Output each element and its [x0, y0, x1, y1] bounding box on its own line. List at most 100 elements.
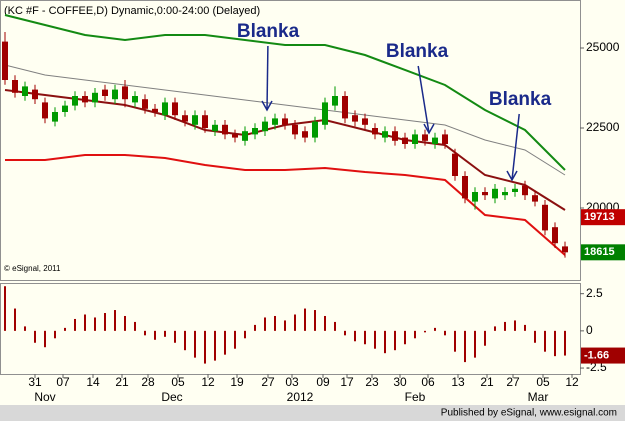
candle-body [332, 96, 338, 106]
candle-body [142, 99, 148, 109]
histogram-bar [514, 320, 516, 331]
candle-body [522, 185, 528, 196]
candle-body [42, 102, 48, 119]
x-tick-label: 03 [285, 375, 299, 389]
y-tick-label: 2.5 [586, 286, 603, 300]
candle-body [532, 195, 538, 202]
x-tick-label: 09 [316, 375, 330, 389]
histogram-bar [274, 315, 276, 331]
x-tick-label: 05 [171, 375, 185, 389]
y-tick-label: 0 [586, 323, 593, 337]
annotation-arrow [417, 65, 430, 134]
x-tick-label: 17 [340, 375, 354, 389]
x-tick-label: 12 [565, 375, 579, 389]
histogram-bar [544, 330, 546, 352]
candle-body [252, 128, 258, 135]
histogram-bar [474, 330, 476, 358]
candle-body [352, 115, 358, 122]
histogram-bar [54, 330, 56, 339]
candle-body [402, 137, 408, 144]
histogram-bar [214, 330, 216, 361]
candle-body [32, 89, 38, 100]
histogram-bar [194, 330, 196, 358]
price-label: 18615 [584, 246, 615, 258]
price-label: 19713 [584, 211, 615, 223]
candle-body [482, 192, 488, 196]
band-line [5, 154, 566, 256]
annotation: Blanka [489, 89, 552, 110]
histogram-bar [304, 308, 306, 331]
candle-body [212, 124, 218, 132]
candle-body [282, 118, 288, 125]
candle-body [272, 118, 278, 125]
histogram-bar [564, 330, 566, 356]
histogram-bar [94, 317, 96, 331]
candle-body [2, 41, 8, 80]
footer-bar [0, 405, 625, 421]
histogram-bar [384, 330, 386, 354]
watermark: © eSignal, 2011 [4, 264, 61, 273]
histogram-bar [84, 314, 86, 331]
month-label: Feb [405, 390, 426, 404]
candle-body [492, 188, 498, 199]
candle-body [182, 115, 188, 122]
candle-body [232, 134, 238, 138]
candle-body [122, 86, 128, 100]
arrow-head [261, 100, 273, 112]
candle-body [542, 204, 548, 231]
histogram-bar [374, 330, 376, 349]
y-tick-label: 22500 [586, 120, 620, 134]
x-tick-label: 30 [393, 375, 407, 389]
histogram-bar [264, 317, 266, 331]
histogram-bar [294, 314, 296, 331]
histogram-bar [454, 330, 456, 352]
histogram-bar [64, 327, 66, 331]
histogram-bar [434, 327, 436, 331]
histogram-bar [124, 315, 126, 331]
candle-body [202, 115, 208, 128]
arrow-head [506, 170, 518, 182]
candle-body [192, 115, 198, 125]
histogram-bar [534, 330, 536, 343]
histogram-bar [4, 286, 6, 331]
candle-body [412, 134, 418, 144]
candle-body [502, 192, 508, 196]
chart-title: (KC #F - COFFEE,D) Dynamic,0:00-24:00 (D… [4, 5, 260, 17]
footer: Published by eSignal, www.esignal.com [441, 408, 617, 419]
histogram-bar [174, 330, 176, 343]
x-tick-label: 23 [365, 375, 379, 389]
x-tick-label: 27 [506, 375, 520, 389]
main-panel [0, 0, 581, 281]
histogram-bar [144, 330, 146, 336]
candle-body [82, 96, 88, 103]
histogram-bar [254, 324, 256, 331]
histogram-bar [34, 330, 36, 343]
x-tick-label: 19 [230, 375, 244, 389]
month-label: Mar [528, 390, 549, 404]
histogram-bar [284, 320, 286, 331]
histogram-bar [364, 330, 366, 345]
histogram-bar [44, 330, 46, 348]
x-tick-label: 21 [115, 375, 129, 389]
candle-body [452, 153, 458, 176]
price-label-box [581, 347, 625, 364]
candle-body [562, 246, 568, 253]
candle-body [342, 96, 348, 119]
candle-body [322, 102, 328, 125]
candle-body [362, 118, 368, 125]
candle-body [442, 134, 448, 144]
histogram-bar [424, 330, 426, 333]
annotation: Blanka [237, 21, 300, 42]
candle-body [372, 128, 378, 135]
histogram-bar [334, 321, 336, 331]
x-tick-label: 14 [86, 375, 100, 389]
price-label: -1.66 [584, 349, 609, 361]
band-line [4, 64, 566, 176]
candle-body [72, 96, 78, 106]
histogram-bar [354, 330, 356, 342]
price-label-box [581, 209, 625, 226]
month-label: Nov [34, 390, 55, 404]
x-tick-label: 12 [201, 375, 215, 389]
histogram-bar [24, 326, 26, 331]
